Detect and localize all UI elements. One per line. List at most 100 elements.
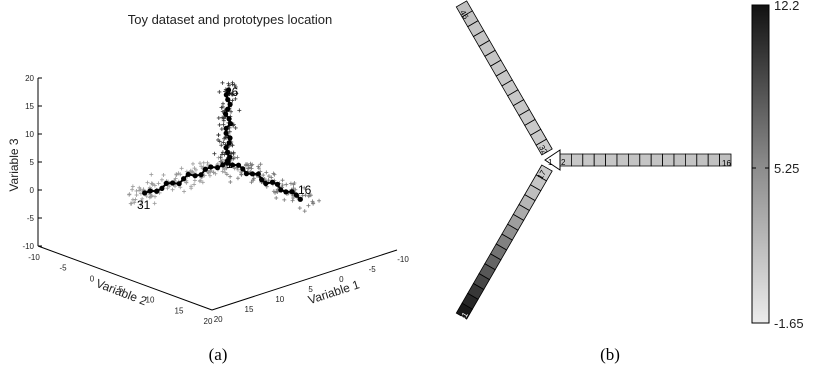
prototype-point [259, 177, 265, 183]
data-point [233, 125, 238, 130]
data-point [317, 198, 322, 203]
som-arms [455, 0, 732, 320]
arm-right-cell [685, 153, 698, 167]
data-point [280, 178, 285, 183]
prototype-point [226, 116, 232, 122]
data-point [221, 140, 226, 145]
data-point [216, 155, 221, 160]
prototype-point [154, 188, 160, 194]
data-point [308, 193, 313, 198]
data-point [184, 180, 189, 185]
data-point [229, 91, 234, 96]
data-point [176, 171, 181, 176]
data-point [280, 183, 285, 188]
data-point [228, 179, 233, 184]
data-point [130, 187, 135, 192]
data-point [167, 184, 172, 189]
arm-right-cell [605, 153, 618, 167]
prototype-point [224, 149, 231, 155]
chart-title: Toy dataset and prototypes location [128, 12, 333, 27]
arm-right-start-label: 2 [561, 158, 566, 167]
data-point [272, 172, 277, 177]
prototype-point [226, 140, 232, 146]
prototype-point [202, 166, 208, 172]
prototype-line-left [144, 159, 229, 194]
x-tick-label: -5 [369, 265, 377, 274]
arm-right-cell [650, 153, 663, 167]
data-point [251, 178, 256, 183]
y-tick-label: -10 [28, 253, 40, 262]
prototype-point [223, 92, 229, 98]
data-point [221, 122, 226, 127]
prototype-point [227, 101, 233, 107]
data-point [205, 170, 210, 175]
data-point [217, 89, 222, 94]
z-tick-label: -5 [27, 214, 35, 223]
data-point [139, 198, 144, 203]
data-point [300, 193, 305, 198]
arm-right-cell [593, 153, 606, 167]
arm-right-end-label: 16 [722, 159, 731, 168]
data-point [149, 172, 154, 177]
data-point [291, 182, 296, 187]
panel-label-b: (b) [600, 345, 620, 364]
data-point [218, 155, 223, 160]
data-point [246, 166, 251, 171]
x-tick-label: 5 [308, 285, 313, 294]
panel-label-a: (a) [209, 345, 228, 364]
arm-right-cell [616, 153, 629, 167]
data-point [302, 185, 307, 190]
prototype-point [225, 106, 231, 112]
data-point [302, 209, 307, 214]
data-point [228, 174, 233, 179]
z-tick-label: 10 [25, 130, 34, 139]
data-point [201, 160, 206, 165]
prototype-point [243, 171, 250, 177]
data-point [156, 181, 161, 186]
arm-right-cell [571, 153, 584, 167]
data-point [192, 178, 197, 183]
prototype-point [229, 162, 236, 168]
data-point [189, 184, 194, 189]
data-point [282, 197, 287, 202]
data-point [137, 188, 142, 193]
y-tick-label: 10 [146, 296, 155, 305]
data-point [256, 166, 261, 171]
data-point [266, 174, 271, 179]
data-point [205, 160, 210, 165]
colorbar-min-label: -1.65 [774, 316, 804, 331]
data-point [230, 80, 235, 85]
prototype-point [278, 187, 284, 193]
prototype-label-46: 46 [225, 85, 239, 99]
prototype-point [181, 176, 187, 182]
panel-a: Toy dataset and prototypes location -10 -… [7, 12, 409, 364]
x-axis-label: Variable 1 [306, 277, 361, 307]
arm-right-cell [662, 153, 675, 167]
y-tick-label: 0 [90, 274, 95, 283]
prototype-point [169, 180, 176, 186]
data-point [220, 169, 225, 174]
data-point [232, 166, 237, 171]
data-point [130, 184, 135, 189]
x-tick-label: 0 [339, 275, 344, 284]
data-point [133, 197, 138, 202]
center-node [544, 149, 561, 171]
data-point [243, 162, 248, 167]
prototype-point [297, 196, 303, 202]
data-point [219, 143, 224, 148]
prototype-label-1: 1 [226, 157, 233, 171]
prototype-point [198, 172, 204, 178]
data-point [226, 83, 231, 88]
arm-right-cell [696, 153, 709, 167]
data-point [159, 177, 164, 182]
prototype-label-31: 31 [137, 198, 151, 212]
arm-left-cell [455, 302, 473, 320]
y-tick-label: 15 [175, 306, 184, 315]
prototype-point [283, 189, 289, 195]
prototype-point [223, 130, 229, 136]
data-point [266, 178, 271, 183]
data-point [173, 184, 178, 189]
data-point [227, 129, 232, 134]
data-point [220, 157, 225, 162]
panel-b: 1 2 16 32 46 17 31 12.2 5.25 -1.65 (b) [455, 0, 804, 364]
